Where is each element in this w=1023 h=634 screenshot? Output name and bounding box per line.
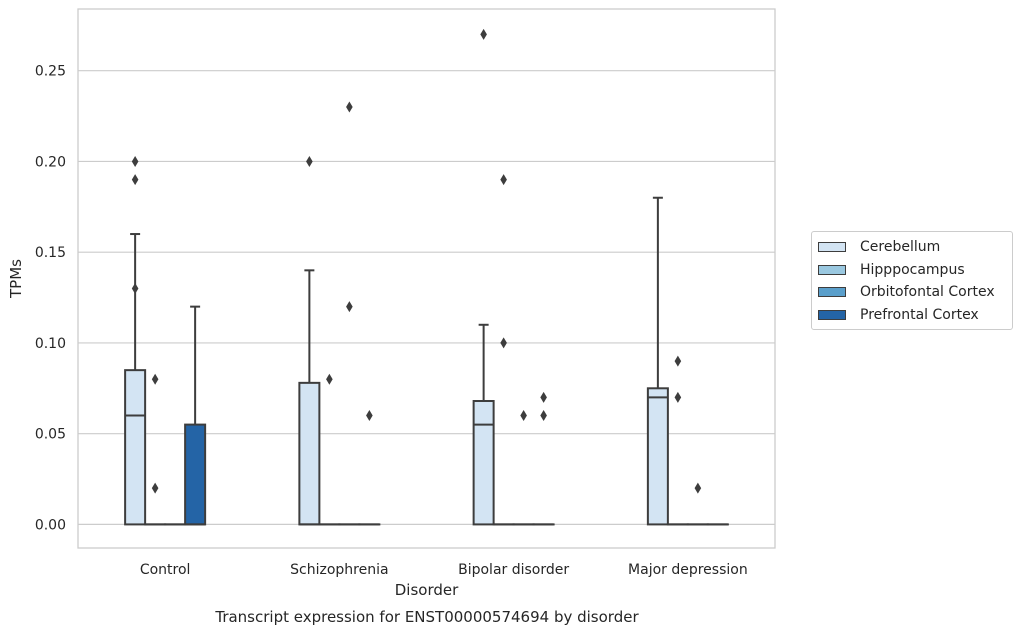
legend-item: Orbitofontal Cortex xyxy=(812,281,1012,304)
y-tick-label: 0.15 xyxy=(35,245,66,261)
outlier-point xyxy=(151,373,159,385)
box-hipppocampus xyxy=(318,373,341,526)
grid-lines xyxy=(78,70,775,526)
outlier-point xyxy=(131,155,139,167)
box-cerebellum xyxy=(646,196,669,526)
y-tick-label: 0.00 xyxy=(35,517,66,533)
outlier-point xyxy=(131,282,139,294)
x-tick-label: Control xyxy=(140,562,191,578)
legend-label: Hipppocampus xyxy=(860,261,965,278)
legend-label: Orbitofontal Cortex xyxy=(860,284,995,301)
y-tick-label: 0.25 xyxy=(35,64,66,80)
legend-item: Cerebellum xyxy=(812,236,1012,259)
y-axis-ticks: 0.00 0.05 0.10 0.15 0.20 0.25 xyxy=(35,64,66,534)
legend-label: Prefrontal Cortex xyxy=(860,306,979,323)
box-hipppocampus xyxy=(666,355,689,526)
x-tick-label: Bipolar disorder xyxy=(458,562,569,578)
y-tick-label: 0.05 xyxy=(35,427,66,443)
legend-item: Hipppocampus xyxy=(812,259,1012,282)
box-iqr xyxy=(472,400,495,526)
y-tick-label: 0.20 xyxy=(35,154,66,170)
legend-item: Prefrontal Cortex xyxy=(812,304,1012,327)
x-tick-label: Schizophrenia xyxy=(290,562,388,578)
box-iqr xyxy=(124,369,147,526)
outlier-point xyxy=(346,301,353,313)
legend: Cerebellum Hipppocampus Orbitofontal Corte… xyxy=(811,231,1013,330)
outlier-point xyxy=(366,410,373,422)
box-iqr xyxy=(298,381,321,526)
y-tick-label: 0.10 xyxy=(35,336,66,352)
outlier-point xyxy=(500,174,507,186)
box-iqr xyxy=(184,423,207,526)
box-hipppocampus xyxy=(144,373,167,526)
outlier-point xyxy=(326,373,333,385)
box-cerebellum xyxy=(298,155,321,526)
box-prefrontal-cortex xyxy=(184,305,207,526)
outlier-point xyxy=(480,28,487,40)
x-axis-ticks: Control Schizophrenia Bipolar disorder Majo… xyxy=(140,562,748,578)
outlier-point xyxy=(131,174,139,186)
plot-frame xyxy=(77,8,776,549)
x-axis-label: Disorder xyxy=(395,581,459,599)
legend-swatch xyxy=(818,264,846,275)
outlier-point xyxy=(694,482,702,494)
box-prefrontal-cortex xyxy=(532,391,555,526)
outlier-point xyxy=(151,482,159,494)
outlier-point xyxy=(540,410,547,422)
box-orbitofontal-cortex xyxy=(686,482,709,526)
x-tick-label: Major depression xyxy=(628,562,748,578)
outlier-point xyxy=(500,337,507,349)
legend-swatch xyxy=(818,287,846,298)
outlier-point xyxy=(674,391,682,403)
y-axis-label: TPMs xyxy=(7,259,25,299)
box-prefrontal-cortex xyxy=(358,410,381,526)
legend-label: Cerebellum xyxy=(860,239,941,256)
box-cerebellum xyxy=(472,28,495,526)
box-plot-marks xyxy=(124,28,729,526)
chart-caption: Transcript expression for ENST0000057469… xyxy=(214,608,639,626)
box-orbitofontal-cortex xyxy=(512,410,535,526)
box-iqr xyxy=(646,387,669,526)
outlier-point xyxy=(520,410,527,422)
legend-swatch xyxy=(818,242,846,253)
legend-swatch xyxy=(818,309,846,320)
box-hipppocampus xyxy=(492,174,515,526)
outlier-point xyxy=(540,391,547,403)
box-cerebellum xyxy=(124,155,147,526)
outlier-point xyxy=(306,155,313,167)
outlier-point xyxy=(346,101,353,113)
box-orbitofontal-cortex xyxy=(338,101,361,526)
outlier-point xyxy=(674,355,682,367)
